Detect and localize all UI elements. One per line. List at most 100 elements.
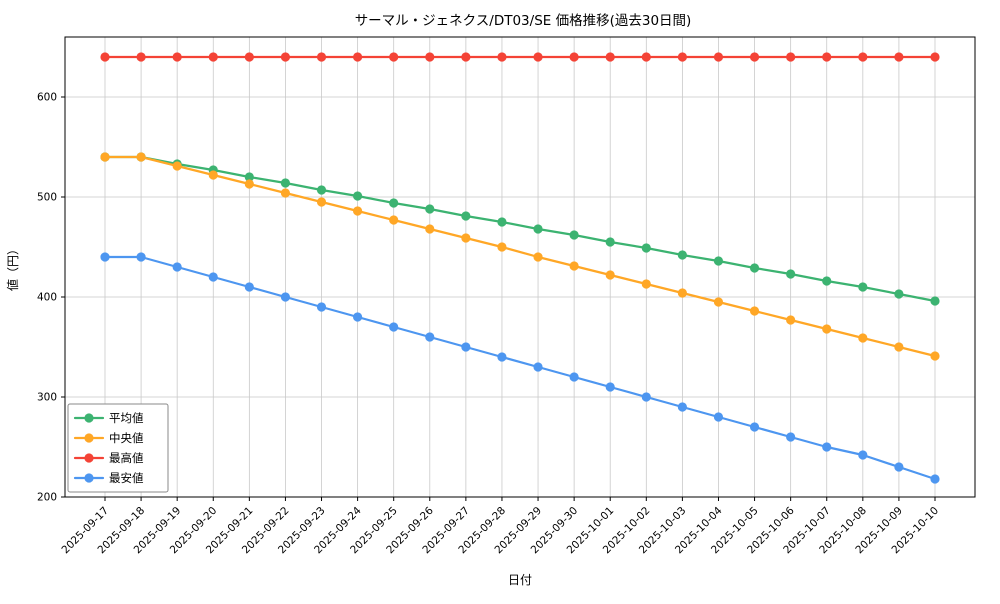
data-point (713, 256, 724, 266)
data-point (569, 372, 579, 382)
data-point (569, 261, 579, 271)
legend-marker (84, 413, 94, 423)
data-point (316, 302, 327, 312)
data-point (749, 422, 760, 432)
data-point (713, 52, 724, 62)
data-point (389, 52, 399, 62)
data-point (786, 269, 796, 279)
data-point (677, 402, 687, 412)
data-point (280, 52, 291, 62)
legend-marker (84, 453, 94, 463)
data-point (280, 188, 291, 198)
legend-box (67, 403, 169, 493)
data-point (244, 282, 254, 292)
legend-label: 最高値 (109, 451, 144, 465)
data-point (713, 412, 724, 422)
data-point (858, 450, 868, 460)
data-point (425, 224, 435, 234)
x-axis-title: 日付 (508, 573, 532, 587)
data-point (497, 217, 507, 227)
data-point (244, 52, 254, 62)
series-line (103, 255, 937, 481)
chart-title: サーマル・ジェネクス/DT03/SE 価格推移(過去30日間) (355, 13, 692, 29)
data-point (641, 243, 651, 253)
data-point (533, 224, 543, 234)
data-point (497, 352, 507, 362)
data-point (569, 230, 579, 240)
data-point (100, 52, 110, 62)
data-point (425, 332, 435, 342)
data-point (858, 52, 868, 62)
data-point (353, 312, 363, 322)
y-tick-label: 200 (37, 492, 57, 504)
data-point (533, 252, 543, 262)
legend-marker (84, 433, 94, 443)
y-tick-label: 600 (37, 92, 57, 104)
data-point (677, 52, 687, 62)
y-tick-label: 400 (37, 292, 57, 304)
data-point (822, 324, 832, 334)
data-point (713, 297, 724, 307)
data-point (172, 262, 182, 272)
data-point (244, 179, 254, 189)
y-axis-ticks: 200 300 400 500 600 (37, 92, 65, 504)
data-point (533, 52, 543, 62)
data-point (930, 52, 940, 62)
data-point (822, 276, 832, 286)
data-point (605, 237, 615, 247)
data-point (316, 52, 327, 62)
data-point (858, 282, 868, 292)
data-point (605, 382, 615, 392)
data-point (461, 233, 471, 243)
data-point (858, 333, 868, 343)
data-point (425, 204, 435, 214)
data-point (280, 178, 291, 188)
legend-label: 平均値 (109, 411, 144, 425)
data-point (605, 270, 615, 280)
data-point (461, 342, 471, 352)
data-point (172, 161, 182, 171)
data-point (425, 52, 435, 62)
y-axis-title: 値（円） (5, 243, 20, 291)
data-point (749, 306, 760, 316)
grid (65, 37, 975, 498)
data-point (641, 392, 651, 402)
y-tick-label: 300 (37, 392, 57, 404)
data-point (497, 52, 507, 62)
data-point (100, 152, 110, 162)
data-point (136, 252, 146, 262)
data-point (677, 288, 687, 298)
data-point (822, 52, 832, 62)
data-point (100, 252, 110, 262)
data-point (497, 242, 507, 252)
data-point (353, 206, 363, 216)
data-point (136, 152, 146, 162)
data-point (894, 52, 904, 62)
data-point (316, 197, 327, 207)
data-point (533, 362, 543, 372)
data-point (208, 52, 218, 62)
data-point (353, 52, 363, 62)
data-point (786, 315, 796, 325)
data-point (894, 462, 904, 472)
data-point (786, 432, 796, 442)
data-point (749, 52, 760, 62)
data-point (389, 322, 399, 332)
data-point (208, 170, 218, 180)
data-point (353, 191, 363, 201)
data-point (461, 211, 471, 221)
data-point (208, 272, 218, 282)
data-point (749, 263, 760, 273)
data-point (930, 296, 940, 306)
data-point (641, 52, 651, 62)
y-tick-label: 500 (37, 192, 57, 204)
data-point (569, 52, 579, 62)
data-point (389, 198, 399, 208)
data-point (280, 292, 291, 302)
legend-marker (84, 473, 94, 483)
legend-label: 最安値 (109, 471, 144, 485)
legend-label: 中央値 (109, 431, 144, 445)
